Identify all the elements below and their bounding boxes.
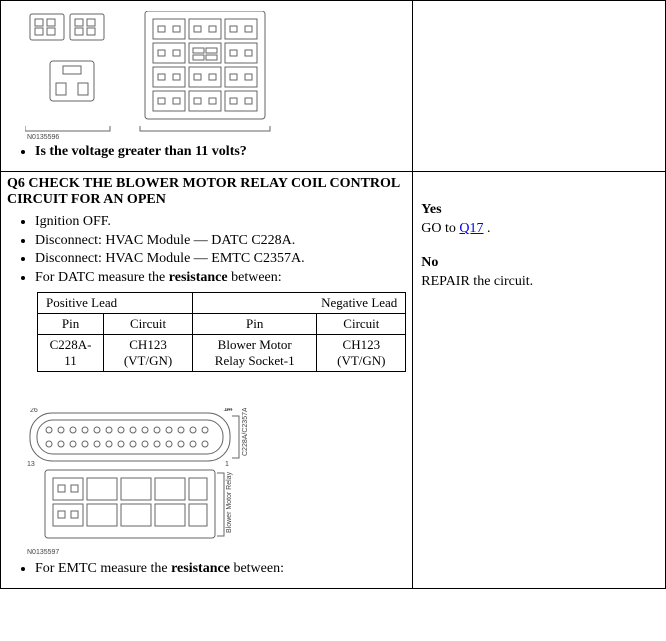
svg-text:1: 1: [225, 461, 229, 468]
side-label-top: C228A/C2357A: [242, 408, 249, 456]
q6-steps-after: For EMTC measure the resistance between:: [7, 560, 406, 578]
q5-cell-right: [413, 1, 666, 172]
svg-text:26: 26: [30, 408, 38, 414]
answer-no-label: No: [421, 253, 657, 273]
diagram-id-label-2: N0135597: [27, 549, 59, 556]
pos-circuit-header: Circuit: [104, 314, 193, 335]
neg-circuit-header: Circuit: [317, 314, 406, 335]
answer-no-action: REPAIR the circuit.: [421, 272, 657, 292]
step-suffix: between:: [228, 270, 282, 285]
q6-cell-left: Q6 CHECK THE BLOWER MOTOR RELAY COIL CON…: [1, 171, 413, 588]
step-prefix: For DATC measure the: [35, 270, 169, 285]
q6-cell-right: Yes GO to Q17 . No REPAIR the circuit.: [413, 171, 666, 588]
neg-pin-value: Blower Motor Relay Socket-1: [193, 335, 317, 372]
q5-voltage-question: Is the voltage greater than 11 volts?: [35, 143, 406, 161]
leads-table: Positive Lead Negative Lead Pin Circuit …: [37, 292, 406, 372]
q5-cell-left: N0135596 Is the voltage greater than 11 …: [1, 1, 413, 172]
step-disconnect-datc: Disconnect: HVAC Module — DATC C228A.: [35, 232, 406, 250]
svg-text:14: 14: [225, 408, 233, 413]
connector-diagram-2: 26 14 14 13 1 C228A/C2357A Blower Motor …: [25, 408, 404, 558]
answer-yes-action: GO to Q17 .: [421, 219, 657, 239]
diagnostic-table: N0135596 Is the voltage greater than 11 …: [0, 0, 666, 589]
step-measure-emtc: For EMTC measure the resistance between:: [35, 560, 406, 578]
question-text: Is the voltage greater than 11 volts?: [35, 144, 247, 159]
svg-text:13: 13: [27, 461, 35, 468]
q6-steps: Ignition OFF. Disconnect: HVAC Module — …: [7, 213, 406, 286]
diagram-id-label: N0135596: [27, 134, 59, 141]
negative-lead-header: Negative Lead: [193, 293, 406, 314]
pos-pin-header: Pin: [38, 314, 104, 335]
step-bold: resistance: [169, 270, 228, 285]
step-prefix: For EMTC measure the: [35, 561, 171, 576]
pos-pin-value: C228A-11: [38, 335, 104, 372]
yes-pre: GO to: [421, 221, 459, 236]
q5-question-list: Is the voltage greater than 11 volts?: [7, 143, 406, 161]
step-ignition-off: Ignition OFF.: [35, 213, 406, 231]
step-measure-datc: For DATC measure the resistance between:: [35, 269, 406, 287]
q6-title: Q6 CHECK THE BLOWER MOTOR RELAY COIL CON…: [7, 176, 406, 210]
connector-diagram-1: N0135596: [25, 11, 404, 141]
step-bold: resistance: [171, 561, 230, 576]
step-disconnect-emtc: Disconnect: HVAC Module — EMTC C2357A.: [35, 250, 406, 268]
side-label-bottom: Blower Motor Relay: [226, 472, 233, 534]
yes-post: .: [484, 221, 491, 236]
positive-lead-header: Positive Lead: [38, 293, 193, 314]
neg-circuit-value: CH123 (VT/GN): [317, 335, 406, 372]
answer-yes-label: Yes: [421, 200, 657, 220]
neg-pin-header: Pin: [193, 314, 317, 335]
answer-block: Yes GO to Q17 . No REPAIR the circuit.: [419, 196, 659, 296]
step-suffix: between:: [230, 561, 284, 576]
link-q17[interactable]: Q17: [459, 221, 483, 236]
pos-circuit-value: CH123 (VT/GN): [104, 335, 193, 372]
